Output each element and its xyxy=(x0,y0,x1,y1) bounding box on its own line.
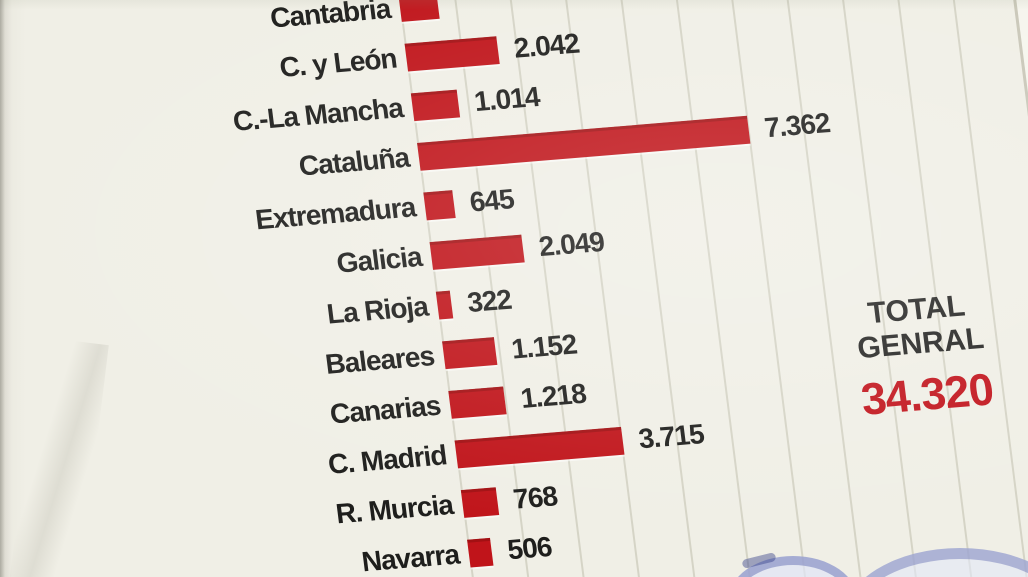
bar xyxy=(423,190,456,221)
value-label: 2.042 xyxy=(511,27,581,64)
value-label: 7.362 xyxy=(762,107,832,144)
value-label: 506 xyxy=(505,530,554,566)
value-label: 322 xyxy=(465,283,513,319)
bar xyxy=(454,426,625,469)
bar xyxy=(448,386,507,419)
value-label: 1.014 xyxy=(472,80,542,118)
total-block: TOTAL GENRAL 34.320 xyxy=(810,285,1028,429)
value-label xyxy=(451,0,457,28)
value-label: 2.049 xyxy=(536,225,606,263)
value-label: 1.152 xyxy=(509,328,579,365)
value-label: 645 xyxy=(467,183,516,218)
value-label: 3.715 xyxy=(636,418,706,455)
bar xyxy=(429,234,525,270)
value-label: 1.218 xyxy=(518,377,588,414)
bar xyxy=(442,337,498,370)
value-label: 768 xyxy=(511,480,559,515)
bar xyxy=(404,36,500,72)
bar xyxy=(398,0,440,22)
bar xyxy=(460,487,500,518)
bar xyxy=(435,290,454,320)
bar xyxy=(410,89,461,122)
bar xyxy=(467,537,494,568)
